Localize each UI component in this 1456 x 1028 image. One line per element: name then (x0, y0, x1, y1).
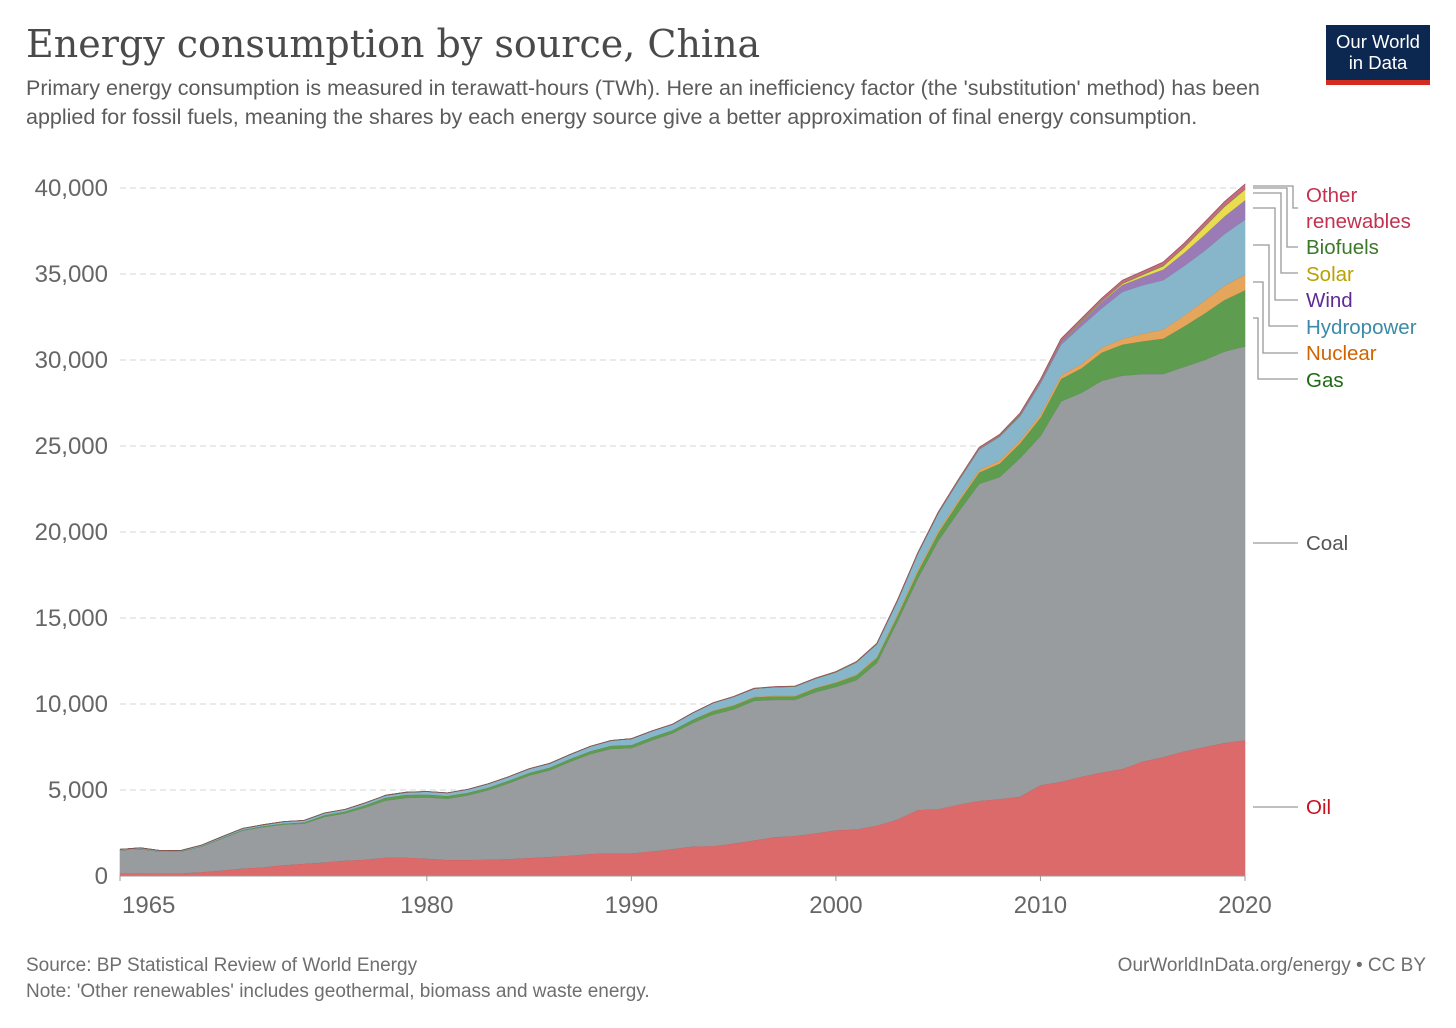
y-tick-label: 5,000 (48, 777, 108, 804)
x-tick-label: 2010 (1014, 892, 1067, 919)
connector-wind (1253, 207, 1298, 301)
x-tick-label: 2000 (809, 892, 862, 919)
area-edge (119, 183, 1246, 852)
connector-solar (1253, 192, 1298, 274)
logo-line1: Our World (1336, 31, 1420, 52)
legend-other-renewables-1[interactable]: Other (1306, 184, 1357, 207)
legend: Other renewables Biofuels Solar Wind Hyd… (1306, 184, 1417, 819)
x-tick-label: 1965 (122, 892, 175, 919)
y-tick-label: 40,000 (35, 175, 108, 202)
y-tick-label: 25,000 (35, 433, 108, 460)
x-tick-label: 1990 (605, 892, 658, 919)
y-tick-label: 10,000 (35, 691, 108, 718)
y-tick-label: 15,000 (35, 605, 108, 632)
legend-biofuels[interactable]: Biofuels (1306, 236, 1379, 259)
legend-other-renewables-2[interactable]: renewables (1306, 210, 1411, 233)
y-tick-label: 0 (95, 863, 108, 890)
area-other-renewables[interactable] (119, 183, 1246, 851)
x-axis-ticks: 1965 1980 1990 2000 2010 2020 (119, 875, 1272, 919)
x-tick-label: 1980 (400, 892, 453, 919)
connector-hydropower (1253, 244, 1298, 327)
source-note: Source: BP Statistical Review of World E… (26, 955, 418, 976)
y-tick-label: 20,000 (35, 519, 108, 546)
chart-subtitle: Primary energy consumption is measured i… (26, 76, 1260, 129)
x-tick-label: 2020 (1218, 892, 1271, 919)
y-tick-label: 35,000 (35, 261, 108, 288)
logo-line2: in Data (1348, 52, 1408, 73)
legend-nuclear[interactable]: Nuclear (1306, 342, 1377, 365)
connector-gas (1253, 317, 1298, 380)
connector-other (1253, 185, 1298, 209)
legend-solar[interactable]: Solar (1306, 263, 1354, 286)
credit-link[interactable]: OurWorldInData.org/energy • CC BY (1117, 955, 1426, 976)
connector-biofuels (1253, 187, 1298, 248)
legend-wind[interactable]: Wind (1306, 289, 1353, 312)
legend-gas[interactable]: Gas (1306, 369, 1344, 392)
legend-hydropower[interactable]: Hydropower (1306, 316, 1417, 339)
series-areas (119, 183, 1246, 877)
y-axis-ticks: 0 5,000 10,000 15,000 20,000 25,000 30,000 35,0… (35, 175, 108, 890)
owid-logo[interactable]: Our World in Data (1326, 25, 1430, 85)
logo-bar (1326, 80, 1430, 85)
connector-nuclear (1253, 281, 1298, 354)
legend-coal[interactable]: Coal (1306, 532, 1348, 555)
legend-oil[interactable]: Oil (1306, 796, 1331, 819)
legend-connectors (1253, 185, 1298, 808)
footnote: Note: 'Other renewables' includes geothe… (26, 981, 650, 1002)
chart-title: Energy consumption by source, China (26, 22, 761, 66)
y-tick-label: 30,000 (35, 347, 108, 374)
